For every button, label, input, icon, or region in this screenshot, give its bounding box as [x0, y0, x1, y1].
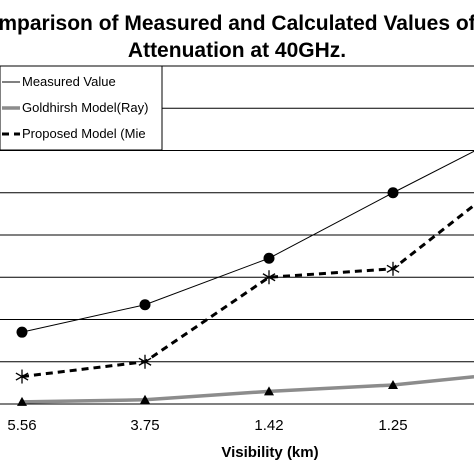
legend-label: Measured Value	[22, 74, 116, 89]
series-0	[16, 150, 474, 338]
legend: Measured Value Goldhirsh Model(Ray) Propos…	[0, 65, 163, 151]
data-point	[138, 354, 152, 369]
legend-item: Measured Value	[2, 74, 116, 89]
x-tick-labels: 5.56 3.75 1.42 1.25	[7, 417, 407, 434]
series-line	[21, 374, 474, 404]
data-point	[15, 369, 29, 384]
x-tick-label: 3.75	[130, 417, 159, 434]
series-line	[21, 150, 474, 333]
chart-title-line-2: Attenuation at 40GHz.	[128, 39, 346, 62]
x-tick-label: 1.42	[254, 417, 283, 434]
data-point	[262, 270, 276, 285]
legend-box	[0, 65, 163, 151]
chart-title-line-1: mparison of Measured and Calculated Valu…	[0, 12, 474, 35]
data-point	[388, 379, 398, 389]
data-point	[16, 326, 28, 338]
data-point	[263, 252, 275, 264]
series-group	[15, 150, 474, 406]
x-tick-label: 5.56	[7, 417, 36, 434]
x-tick-label: 1.25	[378, 417, 407, 434]
data-point	[387, 187, 399, 199]
data-point	[140, 394, 150, 404]
legend-item: Proposed Model (Mie	[2, 126, 146, 141]
series-2	[15, 203, 474, 384]
legend-label: Goldhirsh Model(Ray)	[22, 100, 148, 115]
data-point	[386, 261, 400, 276]
x-axis-label: Visibility (km)	[221, 444, 318, 461]
series-line	[21, 203, 474, 379]
series-1	[17, 374, 474, 406]
legend-label: Proposed Model (Mie	[22, 126, 146, 141]
legend-item: Goldhirsh Model(Ray)	[2, 100, 148, 115]
data-point	[139, 299, 151, 311]
data-point	[264, 386, 274, 396]
data-point	[17, 396, 27, 406]
